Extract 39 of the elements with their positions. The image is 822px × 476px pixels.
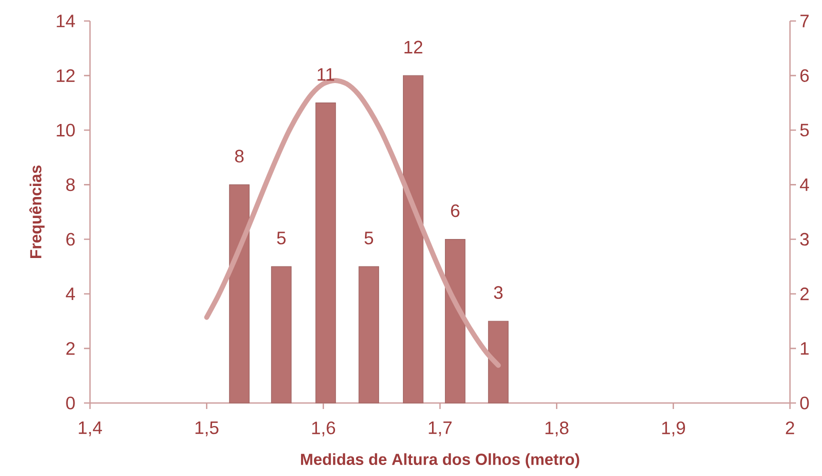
y-tick-label: 0 — [66, 396, 75, 410]
data-label: 5 — [364, 232, 374, 244]
y2-tick-label: 1 — [800, 342, 809, 355]
y-tick-label: 12 — [56, 69, 75, 82]
y-tick-label: 4 — [66, 288, 75, 300]
x-tick-label: 2 — [786, 422, 794, 434]
data-label: 8 — [235, 150, 244, 162]
x-tick-label: 1,9 — [662, 422, 685, 436]
bar — [358, 266, 380, 404]
bar — [444, 238, 466, 404]
x-axis-title: Medidas de Altura dos Olhos (metro) — [301, 453, 580, 468]
bar — [402, 75, 424, 404]
bar — [315, 102, 336, 404]
y2-tick-label: 0 — [800, 396, 809, 410]
y2-tick-label: 7 — [800, 14, 809, 28]
bar — [488, 320, 509, 404]
bar — [229, 184, 250, 404]
data-label: 5 — [277, 232, 286, 244]
x-tick-label: 1,5 — [196, 422, 218, 436]
x-tick-label: 1,6 — [312, 422, 336, 436]
y2-tick-label: 3 — [800, 232, 809, 246]
data-label: 12 — [404, 40, 422, 54]
y-tick-label: 10 — [56, 124, 75, 137]
x-tick-label: 1,8 — [546, 422, 568, 436]
x-tick-label: 1,7 — [428, 422, 452, 436]
y2-tick-label: 6 — [800, 69, 809, 82]
y2-tick-label: 5 — [800, 124, 809, 136]
data-label: 11 — [318, 68, 334, 81]
y-axis-title: Frequências — [29, 166, 45, 258]
y-tick-label: 2 — [66, 342, 75, 355]
data-label: 3 — [494, 286, 503, 299]
x-tick-label: 1,4 — [78, 422, 102, 436]
data-label: 6 — [451, 204, 460, 218]
y2-tick-label: 2 — [800, 288, 809, 300]
bar — [271, 266, 292, 404]
y-tick-label: 8 — [66, 178, 75, 192]
y2-tick-label: 4 — [800, 178, 810, 191]
y-tick-label: 14 — [56, 14, 75, 28]
y-tick-label: 6 — [66, 232, 75, 246]
